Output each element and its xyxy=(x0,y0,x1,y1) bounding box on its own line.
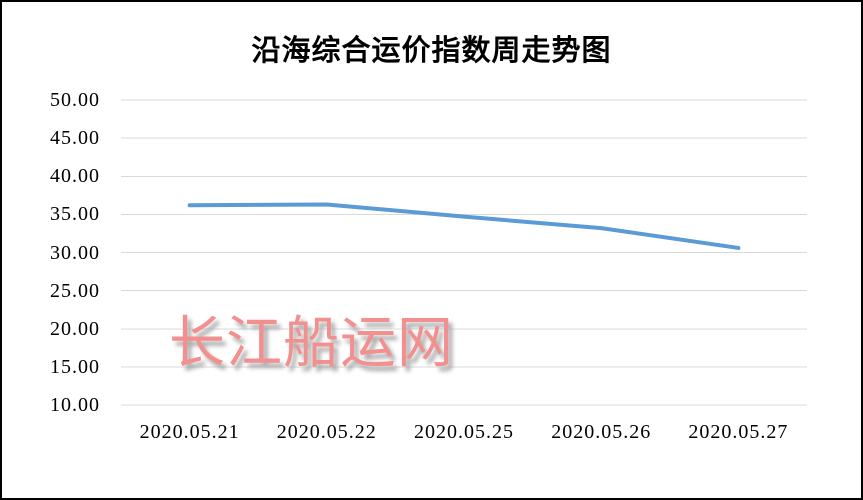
watermark-text: 长江船运网 xyxy=(169,313,454,375)
y-axis-tick-label: 20.00 xyxy=(50,317,100,340)
x-axis-tick-label: 2020.05.26 xyxy=(551,421,652,443)
x-axis-tick-label: 2020.05.22 xyxy=(276,421,377,443)
y-axis-tick-label: 35.00 xyxy=(50,203,100,226)
y-axis-tick-label: 10.00 xyxy=(50,394,100,416)
freight-index-line-series xyxy=(187,202,741,250)
x-axis-tick-label: 2020.05.25 xyxy=(414,421,514,443)
y-axis-tick-label: 45.00 xyxy=(50,127,100,150)
chart-title: 沿海综合运价指数周走势图 xyxy=(251,35,612,67)
y-axis-tick-label: 15.00 xyxy=(50,355,100,378)
y-axis-tick-label: 40.00 xyxy=(50,165,100,188)
y-axis-tick-label: 30.00 xyxy=(50,241,100,264)
y-axis-tick-label: 50.00 xyxy=(50,89,100,111)
x-axis-tick-label: 2020.05.21 xyxy=(139,421,240,443)
y-axis-tick-label: 25.00 xyxy=(50,279,100,302)
x-axis-tick-label: 2020.05.27 xyxy=(688,421,789,443)
